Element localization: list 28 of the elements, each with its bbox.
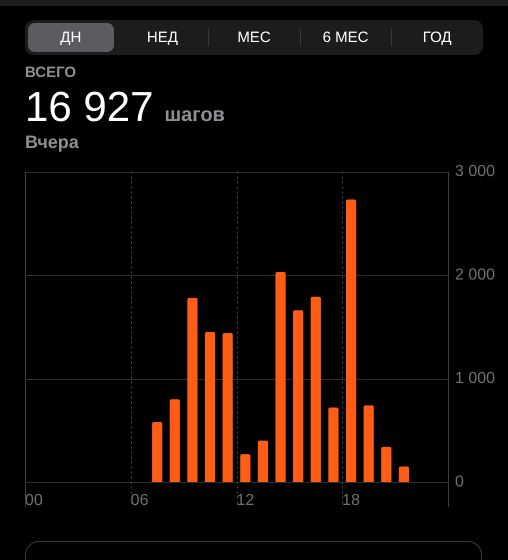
chart-title: 16 927 [25,83,154,131]
bar [222,333,233,482]
bar [152,422,162,482]
bar [381,446,392,482]
text: ВСЕГО [25,64,76,81]
bar [310,296,321,482]
bar [187,298,198,482]
y-tick-label: 2 000 [455,266,496,284]
bar [328,408,339,482]
bar [293,310,304,482]
bar [398,466,410,482]
x-tick-label: 18 [342,492,360,510]
bar [240,454,250,482]
bar [170,399,180,482]
x-tick-label: 12 [236,492,254,510]
text: шагов [164,103,225,127]
y-tick-label: 0 [455,473,464,490]
bar [258,440,268,482]
y-tick-label: 3 000 [455,163,496,180]
bar [275,272,286,482]
segmented-control: ДН НЕД МЕС 6 МЕС ГОД [25,20,483,55]
bar [364,405,374,482]
bar [204,332,216,482]
x-tick-label: 06 [130,492,149,510]
bar [346,200,356,482]
x-tick-label: 00 [24,492,43,510]
chart-subtitle: Вчера [25,132,79,152]
y-tick-label: 1 000 [455,370,496,387]
